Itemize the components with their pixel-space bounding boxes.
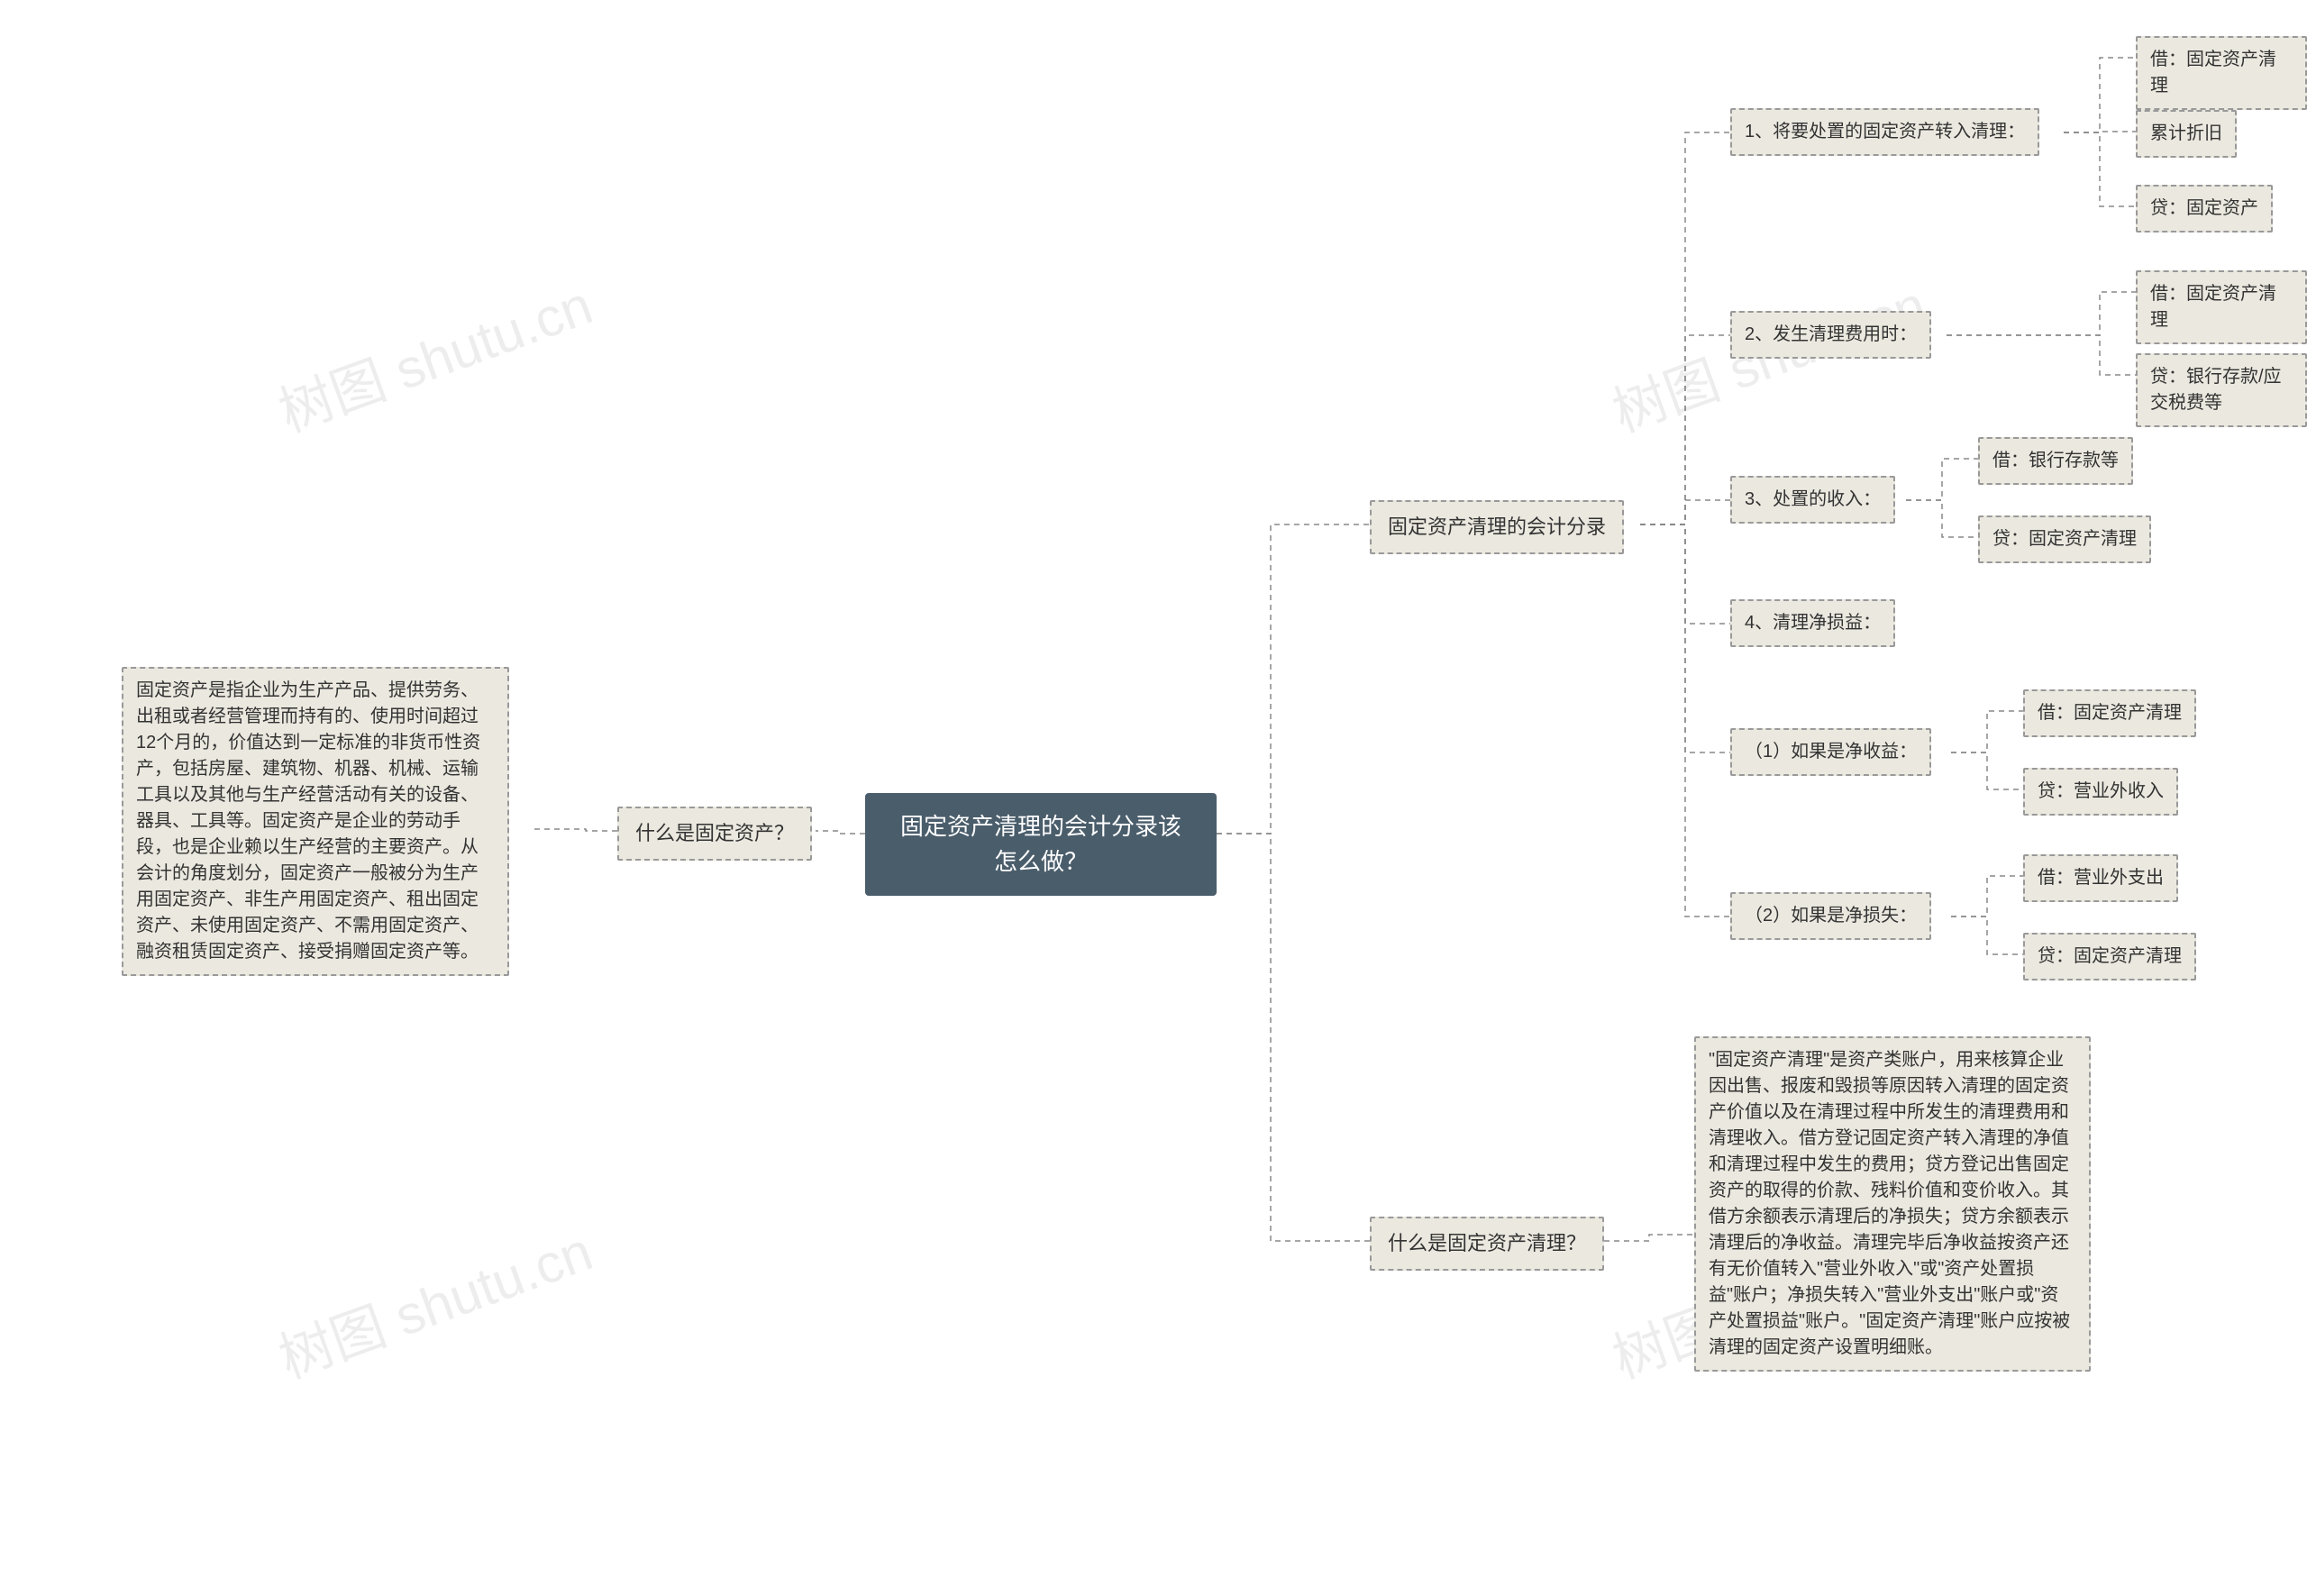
step-label: 2、发生清理费用时： <box>1745 324 1917 344</box>
desc-fixed-asset: 固定资产是指企业为生产产品、提供劳务、出租或者经营管理而持有的、使用时间超过12… <box>122 667 509 976</box>
leaf-text: 借：固定资产清理 <box>2150 284 2276 330</box>
leaf-text: 贷：银行存款/应交税费等 <box>2150 367 2282 413</box>
branch-label: 固定资产清理的会计分录 <box>1388 515 1606 538</box>
step-3[interactable]: 3、处置的收入： <box>1730 476 1895 524</box>
leaf-text: 贷：固定资产清理 <box>2038 946 2182 966</box>
branch-what-fixed-asset[interactable]: 什么是固定资产？ <box>617 807 812 861</box>
leaf-3b: 贷：固定资产清理 <box>1978 515 2151 563</box>
step-2[interactable]: 2、发生清理费用时： <box>1730 311 1931 359</box>
desc-text: "固定资产清理"是资产类账户，用来核算企业因出售、报废和毁损等原因转入清理的固定… <box>1709 1050 2070 1357</box>
leaf-text: 借：营业外支出 <box>2038 868 2164 888</box>
watermark: 树图 shutu.cn <box>267 1208 601 1393</box>
root-node[interactable]: 固定资产清理的会计分录该怎么做？ <box>865 793 1217 896</box>
watermark: 树图 shutu.cn <box>267 261 601 447</box>
root-text: 固定资产清理的会计分录该怎么做？ <box>900 813 1181 875</box>
leaf-text: 累计折旧 <box>2150 123 2222 143</box>
desc-disposal: "固定资产清理"是资产类账户，用来核算企业因出售、报废和毁损等原因转入清理的固定… <box>1694 1036 2091 1372</box>
step-label: 4、清理净损益： <box>1745 613 1881 633</box>
leaf-text: 贷：营业外收入 <box>2038 781 2164 801</box>
leaf-text: 借：银行存款等 <box>1992 451 2119 470</box>
leaf-1a: 借：固定资产清理 <box>2136 36 2307 110</box>
leaf-text: 贷：固定资产清理 <box>1992 529 2137 549</box>
step-6[interactable]: （2）如果是净损失： <box>1730 892 1931 940</box>
leaf-6b: 贷：固定资产清理 <box>2023 933 2196 980</box>
leaf-1c: 贷：固定资产 <box>2136 185 2273 233</box>
leaf-1b: 累计折旧 <box>2136 110 2237 158</box>
leaf-5b: 贷：营业外收入 <box>2023 768 2178 816</box>
leaf-2a: 借：固定资产清理 <box>2136 270 2307 344</box>
step-5[interactable]: （1）如果是净收益： <box>1730 728 1931 776</box>
leaf-text: 借：固定资产清理 <box>2150 50 2276 96</box>
leaf-6a: 借：营业外支出 <box>2023 854 2178 902</box>
step-1[interactable]: 1、将要处置的固定资产转入清理： <box>1730 108 2039 156</box>
step-label: 3、处置的收入： <box>1745 489 1881 509</box>
leaf-5a: 借：固定资产清理 <box>2023 689 2196 737</box>
step-label: （2）如果是净损失： <box>1745 906 1917 926</box>
branch-what-disposal[interactable]: 什么是固定资产清理？ <box>1370 1217 1604 1271</box>
desc-text: 固定资产是指企业为生产产品、提供劳务、出租或者经营管理而持有的、使用时间超过12… <box>136 680 480 962</box>
branch-accounting-entries[interactable]: 固定资产清理的会计分录 <box>1370 500 1624 554</box>
step-4[interactable]: 4、清理净损益： <box>1730 599 1895 647</box>
step-label: 1、将要处置的固定资产转入清理： <box>1745 122 2025 141</box>
leaf-3a: 借：银行存款等 <box>1978 437 2133 485</box>
leaf-text: 借：固定资产清理 <box>2038 703 2182 723</box>
branch-label: 什么是固定资产清理？ <box>1388 1232 1586 1254</box>
leaf-2b: 贷：银行存款/应交税费等 <box>2136 353 2307 427</box>
branch-label: 什么是固定资产？ <box>635 822 794 844</box>
step-label: （1）如果是净收益： <box>1745 742 1917 762</box>
leaf-text: 贷：固定资产 <box>2150 198 2258 218</box>
